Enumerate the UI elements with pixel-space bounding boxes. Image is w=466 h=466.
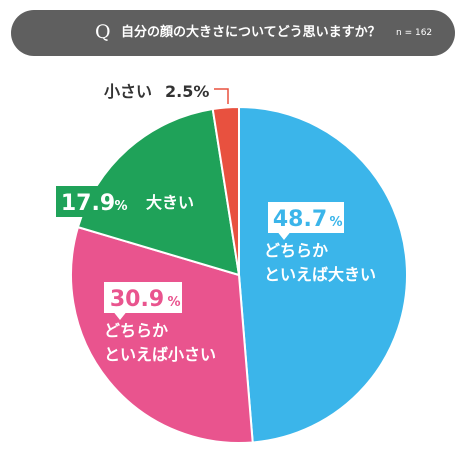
question-banner: Q 自分の顔の大きさについてどう思いますか？ n = 162 — [11, 10, 455, 56]
pct-unit-leaning-large: % — [329, 215, 342, 230]
pct-badge-tail — [114, 312, 126, 320]
pct-unit-large: % — [114, 199, 127, 214]
pct-badge-large — [56, 186, 132, 217]
slice-label-leaning-large: どちらか — [264, 241, 328, 260]
pie-slice-leaning-large — [238, 106, 408, 444]
slice-label-leaning-large-line2: といえば大きい — [264, 265, 376, 284]
question-text: 自分の顔の大きさについてどう思いますか？ — [121, 25, 381, 40]
sample-size: n = 162 — [396, 28, 433, 38]
slice-label-leaning-small: どちらか — [104, 321, 168, 340]
slice-label-large: 大きい — [146, 193, 194, 212]
slice-label-leaning-small-line2: といえば小さい — [104, 345, 216, 364]
pct-badge-tail — [278, 232, 290, 240]
pie-slice-small — [211, 106, 240, 276]
pct-value-large: 17.9 — [61, 191, 115, 216]
pct-badge-leaning-small — [104, 282, 182, 313]
label-group-small: 小さい 2.5% — [104, 82, 229, 104]
question-mark: Q — [95, 21, 111, 43]
pct-value-leaning-large: 48.7 — [273, 207, 327, 232]
pct-value-small: 2.5% — [165, 82, 209, 101]
pie-slice-leaning-small — [70, 226, 254, 444]
pct-badge-leaning-large — [268, 202, 344, 233]
slice-label-small: 小さい — [104, 82, 152, 101]
label-group-large: 17.9% 大きい — [56, 186, 194, 217]
pct-unit-leaning-small: % — [167, 295, 180, 310]
pct-value-leaning-small: 30.9 — [110, 287, 164, 312]
leader-line-small — [214, 88, 229, 104]
